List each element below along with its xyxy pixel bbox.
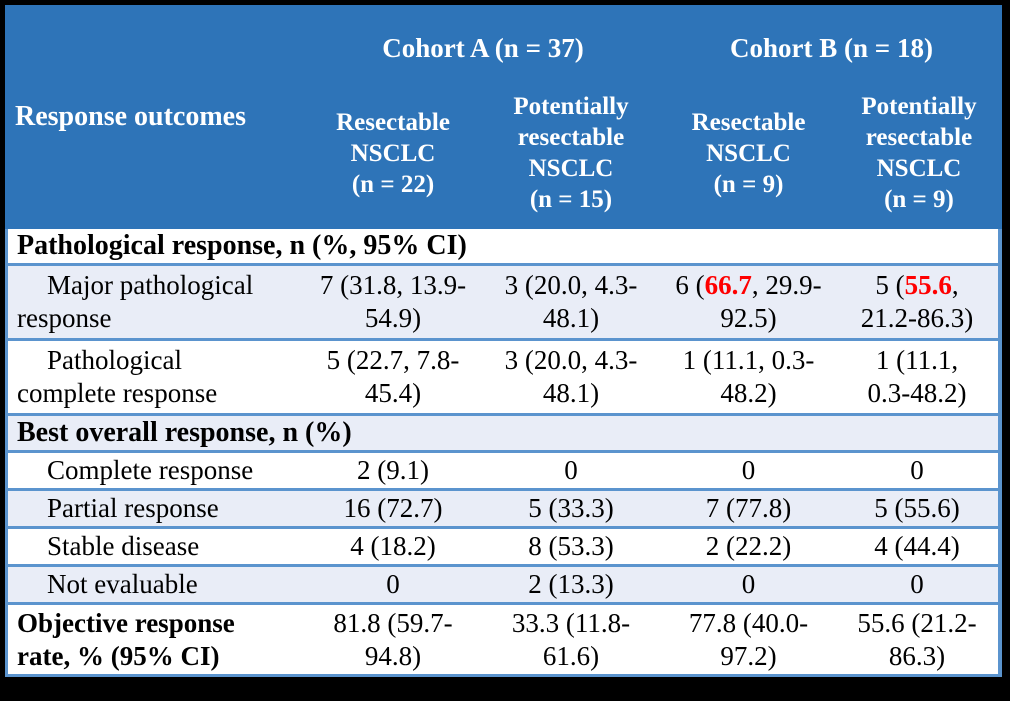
section-label: Best overall response, n (%)	[17, 417, 352, 448]
cell: 3 (20.0, 4.3- 48.1)	[504, 345, 638, 408]
row-label: Complete response	[47, 455, 254, 485]
row-label: Not evaluable	[47, 569, 198, 599]
response-outcomes-table: Response outcomes Cohort A (n = 37) Coho…	[5, 5, 1002, 677]
row-label: Major pathological response	[17, 270, 254, 333]
table-header: Response outcomes Cohort A (n = 37) Coho…	[5, 5, 1002, 229]
cell: 81.8 (59.7- 94.8)	[333, 607, 453, 671]
cell: 5 (55.6)	[874, 493, 960, 523]
header-response-outcomes: Response outcomes	[15, 101, 246, 132]
row-label: Objective response rate, % (95% CI)	[17, 607, 235, 671]
cell: 0	[386, 569, 400, 599]
row-pathological-complete-response: Pathological complete response 5 (22.7, …	[8, 341, 998, 416]
cell: 5 (33.3)	[528, 493, 614, 523]
cell: 3 (20.0, 4.3- 48.1)	[504, 270, 638, 333]
cell: 4 (18.2)	[350, 531, 436, 561]
cell: 5 (22.7, 7.8- 45.4)	[326, 345, 460, 408]
header-col-potentially-resectable-a: Potentially resectable NSCLC (n = 15)	[513, 93, 629, 213]
row-major-pathological-response: Major pathological response 7 (31.8, 13.…	[8, 266, 998, 341]
cell: 16 (72.7)	[343, 493, 443, 523]
header-cohort-b: Cohort B (n = 18)	[730, 32, 933, 63]
cell: 6 (66.7, 29.9- 92.5)	[675, 270, 822, 333]
cell: 0	[741, 455, 756, 485]
cell: 7 (77.8)	[705, 493, 792, 523]
row-partial-response: Partial response 16 (72.7) 5 (33.3) 7 (7…	[8, 491, 998, 529]
header-cohort-a: Cohort A (n = 37)	[382, 32, 584, 63]
cell: 0	[910, 455, 924, 485]
cell: 2 (9.1)	[357, 455, 429, 485]
row-objective-response-rate: Objective response rate, % (95% CI) 81.8…	[8, 605, 998, 677]
section-best-overall-response: Best overall response, n (%)	[8, 416, 998, 453]
cell: 2 (22.2)	[705, 531, 792, 561]
cell: 1 (11.1, 0.3- 48.2)	[682, 345, 815, 408]
table-body: Pathological response, n (%, 95% CI) Maj…	[5, 229, 1002, 677]
cell: 1 (11.1, 0.3-48.2)	[867, 345, 967, 408]
section-pathological-response: Pathological response, n (%, 95% CI)	[8, 229, 998, 266]
row-not-evaluable: Not evaluable 0 2 (13.3) 0 0	[8, 567, 998, 605]
row-complete-response: Complete response 2 (9.1) 0 0 0	[8, 453, 998, 491]
cell: 2 (13.3)	[528, 569, 614, 599]
cell: 8 (53.3)	[528, 531, 614, 561]
row-label: Pathological complete response	[17, 345, 218, 408]
cell: 0	[910, 569, 924, 599]
cell: 0	[741, 569, 756, 599]
row-stable-disease: Stable disease 4 (18.2) 8 (53.3) 2 (22.2…	[8, 529, 998, 567]
cell: 7 (31.8, 13.9- 54.9)	[319, 270, 467, 333]
row-label: Partial response	[47, 493, 219, 523]
header-col-resectable-b: Resectable NSCLC (n = 9)	[691, 108, 806, 198]
row-label: Stable disease	[47, 531, 200, 561]
cell: 0	[564, 455, 578, 485]
cell: 77.8 (40.0- 97.2)	[688, 607, 809, 671]
cell: 4 (44.4)	[874, 531, 960, 561]
cell: 55.6 (21.2- 86.3)	[857, 607, 977, 671]
header-col-resectable-a: Resectable NSCLC (n = 22)	[336, 108, 450, 198]
header-col-potentially-resectable-b: Potentially resectable NSCLC (n = 9)	[861, 93, 977, 213]
cell: 33.3 (11.8- 61.6)	[511, 607, 631, 671]
section-label: Pathological response, n (%, 95% CI)	[17, 230, 467, 261]
cell: 5 (55.6, 21.2-86.3)	[860, 270, 974, 333]
